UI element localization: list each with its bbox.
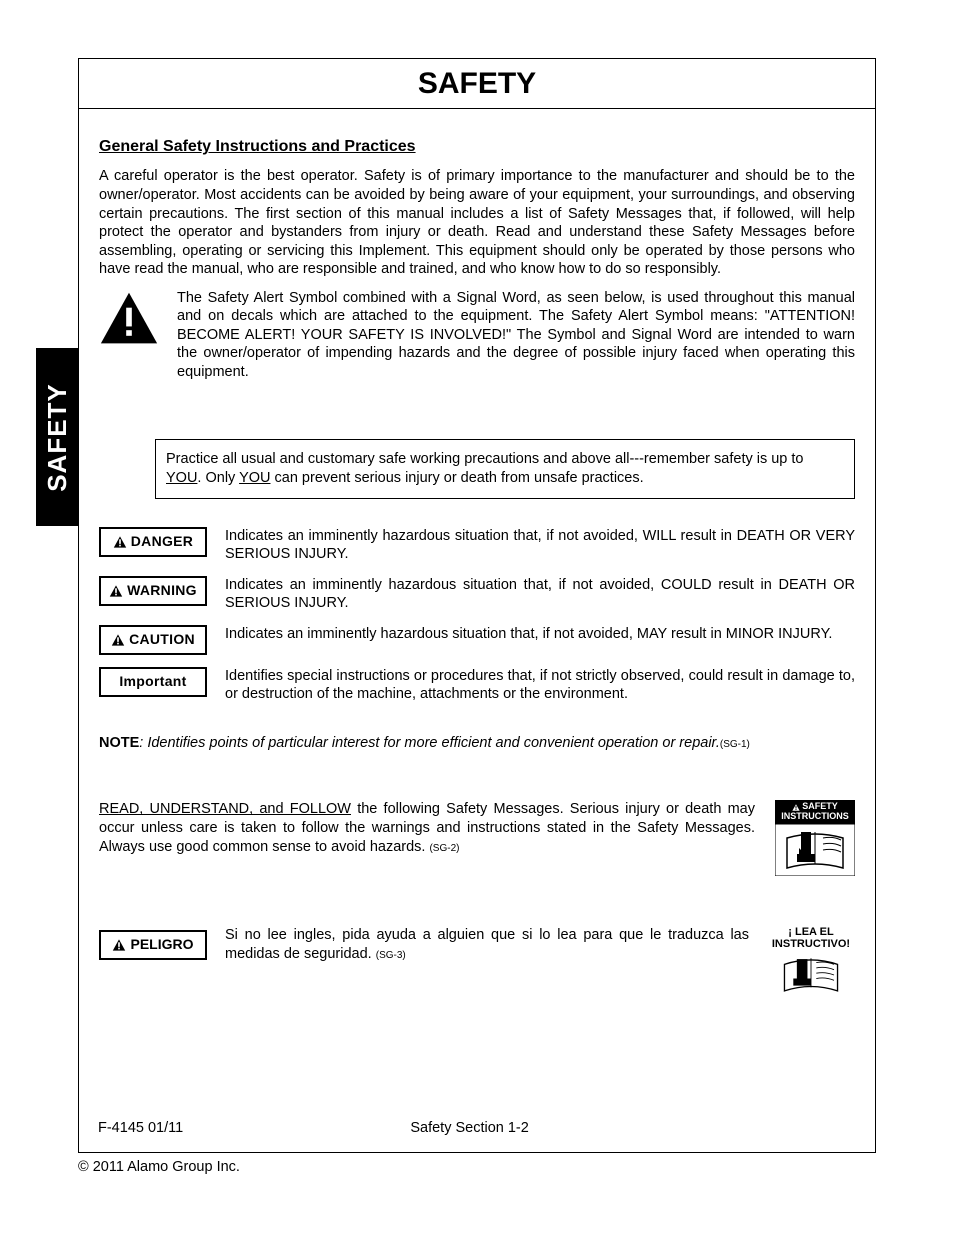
doc-code: F-4145 01/11 <box>98 1120 183 1136</box>
danger-label: DANGER <box>99 527 207 557</box>
page-title: SAFETY <box>418 67 536 101</box>
note-prefix: NOTE <box>99 735 139 751</box>
warning-label-text: WARNING <box>127 582 197 600</box>
signal-caution-row: CAUTION Indicates an imminently hazardou… <box>99 625 855 655</box>
warning-triangle-icon <box>112 939 126 951</box>
peligro-label-text: PELIGRO <box>130 936 193 954</box>
caution-label: CAUTION <box>99 625 207 655</box>
note-line: NOTE: Identifies points of particular in… <box>99 734 855 753</box>
practice-text-2: . Only <box>197 470 239 486</box>
section-label: Safety Section 1-2 <box>183 1120 856 1136</box>
read-manual-icon <box>775 824 855 876</box>
warning-label: WARNING <box>99 576 207 606</box>
caution-description: Indicates an imminently hazardous situat… <box>225 625 855 644</box>
warning-triangle-icon <box>792 804 800 811</box>
warning-triangle-icon <box>113 536 127 548</box>
safety-alert-triangle-icon <box>99 289 159 347</box>
note-body: : Identifies points of particular intere… <box>139 735 720 751</box>
alert-paragraph: The Safety Alert Symbol combined with a … <box>177 289 855 382</box>
practice-text-1: Practice all usual and customary safe wo… <box>166 451 804 467</box>
page-frame: SAFETY General Safety Instructions and P… <box>78 58 876 1153</box>
warning-triangle-icon <box>111 634 125 646</box>
read-manual-icon <box>775 952 847 998</box>
side-tab-label: SAFETY <box>42 383 73 492</box>
practice-box: Practice all usual and customary safe wo… <box>155 439 855 498</box>
important-description: Identifies special instructions or proce… <box>225 667 855 704</box>
lea-line2: INSTRUCTIVO! <box>767 938 855 950</box>
footer-inner: F-4145 01/11 Safety Section 1-2 <box>98 1120 856 1136</box>
signal-warning-row: WARNING Indicates an imminently hazardou… <box>99 576 855 613</box>
content-area: General Safety Instructions and Practice… <box>79 109 875 1001</box>
warning-triangle-icon <box>109 585 123 597</box>
warning-description: Indicates an imminently hazardous situat… <box>225 576 855 613</box>
title-bar: SAFETY <box>79 59 875 109</box>
lea-instructivo-icon: ¡ LEA EL INSTRUCTIVO! <box>767 926 855 1001</box>
safety-instructions-icon: SAFETY INSTRUCTIONS <box>775 800 855 876</box>
danger-description: Indicates an imminently hazardous situat… <box>225 527 855 564</box>
peligro-body: Si no lee ingles, pida ayuda a alguien q… <box>225 927 749 962</box>
practice-you-1: YOU <box>166 470 197 486</box>
copyright: © 2011 Alamo Group Inc. <box>78 1159 240 1175</box>
read-follow-row: READ, UNDERSTAND, and FOLLOW the followi… <box>99 800 855 876</box>
important-label-text: Important <box>119 673 186 691</box>
side-tab: SAFETY <box>36 348 78 526</box>
read-follow-underlined: READ, UNDERSTAND, and FOLLOW <box>99 801 351 817</box>
section-heading: General Safety Instructions and Practice… <box>99 137 855 157</box>
peligro-ref: (SG-3) <box>376 950 406 961</box>
note-ref: (SG-1) <box>720 739 750 750</box>
peligro-text: Si no lee ingles, pida ayuda a alguien q… <box>225 926 749 963</box>
practice-text-3: can prevent serious injury or death from… <box>270 470 643 486</box>
safety-instructions-header: SAFETY INSTRUCTIONS <box>775 800 855 824</box>
peligro-row: PELIGRO Si no lee ingles, pida ayuda a a… <box>99 926 855 1001</box>
danger-label-text: DANGER <box>131 533 193 551</box>
peligro-label: PELIGRO <box>99 930 207 960</box>
safety-icon-line2: INSTRUCTIONS <box>781 812 849 822</box>
caution-label-text: CAUTION <box>129 631 195 649</box>
signal-important-row: Important Identifies special instruction… <box>99 667 855 704</box>
important-label: Important <box>99 667 207 697</box>
signal-danger-row: DANGER Indicates an imminently hazardous… <box>99 527 855 564</box>
read-follow-text: READ, UNDERSTAND, and FOLLOW the followi… <box>99 800 755 856</box>
alert-symbol-row: The Safety Alert Symbol combined with a … <box>99 289 855 382</box>
practice-you-2: YOU <box>239 470 270 486</box>
read-follow-ref: (SG-2) <box>429 843 459 854</box>
intro-paragraph: A careful operator is the best operator.… <box>99 167 855 278</box>
lea-line1: ¡ LEA EL <box>767 926 855 938</box>
